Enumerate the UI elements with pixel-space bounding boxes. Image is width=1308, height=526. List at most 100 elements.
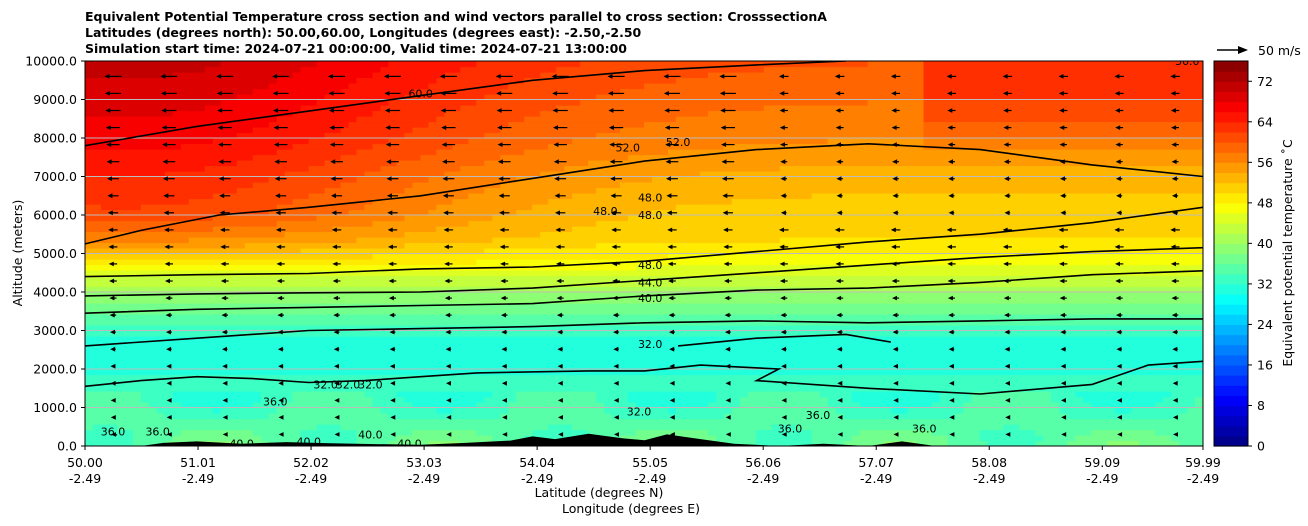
field-cell: [364, 429, 374, 436]
field-cell: [260, 83, 270, 90]
field-cell: [508, 358, 517, 365]
field-cell: [276, 237, 286, 244]
field-cell: [452, 77, 461, 84]
field-cell: [620, 176, 629, 183]
field-cell: [620, 88, 629, 95]
field-cell: [556, 165, 565, 172]
field-cell: [228, 402, 238, 409]
field-cell: [236, 72, 246, 79]
field-cell: [236, 275, 246, 282]
field-cell: [108, 297, 118, 304]
field-cell: [132, 391, 142, 398]
field-cell: [380, 374, 390, 381]
field-cell: [276, 281, 286, 288]
field-cell: [572, 407, 581, 414]
field-cell: [628, 231, 637, 238]
field-cell: [324, 314, 334, 321]
field-cell: [412, 275, 421, 282]
field-cell: [332, 66, 342, 73]
field-cell: [324, 187, 334, 194]
field-cell: [308, 253, 318, 260]
field-cell: [468, 176, 477, 183]
field-cell: [164, 435, 174, 442]
field-cell: [292, 391, 302, 398]
field-cell: [580, 193, 589, 200]
field-cell: [404, 182, 414, 189]
field-cell: [380, 391, 390, 398]
field-cell: [436, 171, 445, 178]
field-cell: [212, 66, 222, 73]
field-cell: [396, 292, 406, 299]
field-cell: [364, 418, 374, 425]
field-cell: [348, 209, 358, 216]
field-cell: [548, 418, 557, 425]
field-cell: [100, 215, 110, 222]
field-cell: [252, 319, 262, 326]
field-cell: [644, 193, 653, 200]
field-cell: [564, 418, 573, 425]
field-cell: [452, 369, 461, 376]
field-cell: [252, 270, 262, 277]
field-cell: [628, 204, 637, 211]
field-cell: [228, 352, 238, 359]
field-cell: [220, 369, 230, 376]
field-cell: [636, 286, 645, 293]
field-cell: [460, 154, 469, 161]
field-cell: [348, 385, 358, 392]
field-cell: [396, 440, 406, 446]
field-cell: [228, 281, 238, 288]
field-cell: [284, 297, 294, 304]
field-cell: [332, 435, 342, 442]
field-cell: [140, 182, 150, 189]
field-cell: [564, 358, 573, 365]
field-cell: [276, 160, 286, 167]
field-cell: [196, 88, 206, 95]
field-cell: [588, 242, 597, 249]
field-cell: [556, 391, 565, 398]
field-cell: [508, 187, 517, 194]
field-cell: [508, 402, 517, 409]
field-cell: [564, 226, 573, 233]
field-cell: [100, 143, 110, 150]
field-cell: [228, 242, 238, 249]
field-cell: [300, 424, 310, 431]
field-cell: [444, 77, 453, 84]
field-cell: [468, 413, 477, 420]
field-cell: [300, 116, 310, 123]
field-cell: [268, 160, 278, 167]
field-cell: [596, 176, 605, 183]
field-cell: [132, 319, 142, 326]
field-cell: [492, 270, 501, 277]
field-cell: [244, 385, 254, 392]
field-cell: [428, 83, 437, 90]
field-cell: [124, 116, 134, 123]
field-cell: [484, 418, 493, 425]
field-cell: [476, 66, 485, 73]
field-cell: [260, 154, 270, 161]
field-cell: [460, 237, 469, 244]
field-cell: [468, 281, 477, 288]
field-cell: [436, 72, 445, 79]
field-cell: [180, 341, 190, 348]
field-cell: [612, 292, 621, 299]
field-cell: [452, 88, 461, 95]
field-cell: [540, 215, 549, 222]
field-cell: [516, 77, 525, 84]
field-cell: [316, 215, 326, 222]
field-cell: [300, 319, 310, 326]
field-cell: [308, 110, 318, 117]
field-cell: [524, 154, 533, 161]
field-cell: [404, 259, 414, 266]
field-cell: [252, 99, 262, 106]
field-cell: [340, 176, 350, 183]
field-cell: [340, 72, 350, 79]
field-cell: [252, 418, 262, 425]
field-cell: [204, 424, 214, 431]
field-cell: [484, 402, 493, 409]
field-cell: [324, 297, 334, 304]
field-cell: [572, 264, 581, 271]
field-cell: [476, 99, 485, 106]
field-cell: [316, 226, 326, 233]
field-cell: [492, 435, 501, 442]
field-cell: [500, 424, 509, 431]
